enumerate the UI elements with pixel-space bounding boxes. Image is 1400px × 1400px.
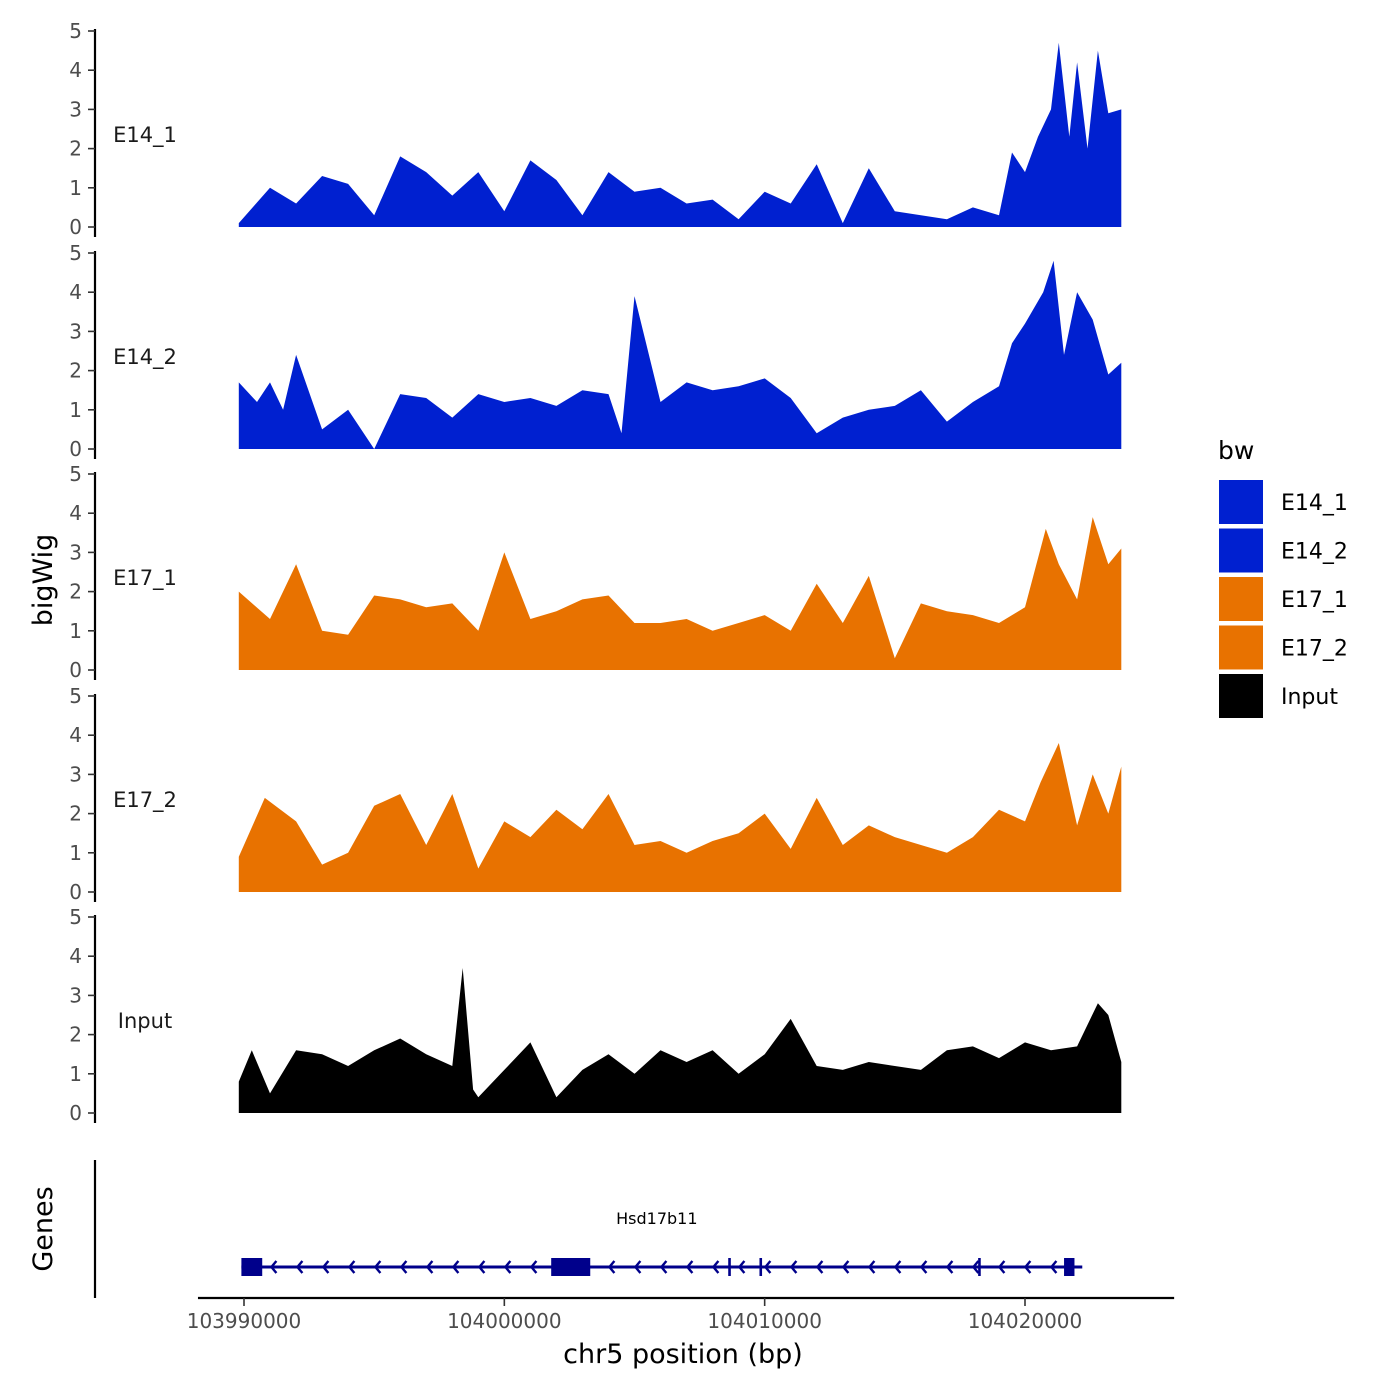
signal-area-e14-2 bbox=[238, 260, 1122, 449]
track-label-e17-1: E17_1 bbox=[113, 566, 177, 591]
strand-arrow bbox=[893, 1260, 902, 1274]
strand-arrow bbox=[1023, 1260, 1032, 1274]
x-tick-label: 104010000 bbox=[707, 1309, 822, 1333]
strand-arrow bbox=[373, 1260, 382, 1274]
exon-block bbox=[241, 1258, 263, 1276]
track-label-e17-2: E17_2 bbox=[113, 788, 177, 813]
strand-arrow bbox=[321, 1260, 330, 1274]
y-tick-label-input: 4 bbox=[69, 944, 82, 968]
gene-name-label: Hsd17b11 bbox=[616, 1209, 697, 1228]
strand-arrow bbox=[789, 1260, 798, 1274]
legend-label-e14-1: E14_1 bbox=[1281, 491, 1348, 516]
exon-block bbox=[728, 1258, 731, 1276]
y-tick-label-e14-2: 0 bbox=[69, 437, 82, 461]
exon-block bbox=[1064, 1258, 1075, 1276]
signal-area-input bbox=[238, 968, 1122, 1113]
strand-arrow bbox=[347, 1260, 356, 1274]
y-tick-label-input: 1 bbox=[69, 1062, 82, 1086]
legend-swatch-e17-2 bbox=[1219, 625, 1263, 670]
legend-swatch-e17-1 bbox=[1219, 577, 1263, 621]
legend-label-e17-1: E17_1 bbox=[1281, 588, 1348, 613]
gene-panel-title: Genes bbox=[28, 1186, 59, 1271]
y-tick-label-input: 5 bbox=[69, 905, 82, 929]
legend-label-e17-2: E17_2 bbox=[1281, 637, 1348, 662]
y-tick-label-e17-1: 4 bbox=[69, 501, 82, 525]
strand-arrow bbox=[737, 1260, 746, 1274]
strand-arrow bbox=[503, 1260, 512, 1274]
legend-swatch-e14-1 bbox=[1219, 480, 1263, 524]
y-tick-label-e14-2: 4 bbox=[69, 280, 82, 304]
track-label-e14-1: E14_1 bbox=[113, 123, 177, 148]
strand-arrow bbox=[997, 1260, 1006, 1274]
y-tick-label-e14-1: 3 bbox=[69, 97, 82, 121]
strand-arrow bbox=[477, 1260, 486, 1274]
y-tick-label-e14-1: 1 bbox=[69, 176, 82, 200]
x-axis-title: chr5 position (bp) bbox=[563, 1339, 803, 1370]
legend-label-e14-2: E14_2 bbox=[1281, 540, 1348, 565]
strand-arrow bbox=[1049, 1260, 1058, 1274]
y-axis-title: bigWig bbox=[28, 534, 59, 627]
y-tick-label-e14-1: 0 bbox=[69, 215, 82, 239]
y-tick-label-e17-1: 5 bbox=[69, 462, 82, 486]
strand-arrow bbox=[945, 1260, 954, 1274]
y-tick-label-e14-2: 5 bbox=[69, 241, 82, 265]
y-tick-label-e17-2: 1 bbox=[69, 841, 82, 865]
strand-arrow bbox=[763, 1260, 772, 1274]
y-tick-label-e17-1: 2 bbox=[69, 580, 82, 604]
strand-arrow bbox=[633, 1260, 642, 1274]
y-tick-label-e17-1: 1 bbox=[69, 619, 82, 643]
track-label-e14-2: E14_2 bbox=[113, 345, 177, 370]
y-tick-label-e14-2: 3 bbox=[69, 319, 82, 343]
y-tick-label-e14-1: 4 bbox=[69, 58, 82, 82]
strand-arrow bbox=[529, 1260, 538, 1274]
y-tick-label-e17-2: 4 bbox=[69, 723, 82, 747]
strand-arrow bbox=[451, 1260, 460, 1274]
x-tick-label: 104000000 bbox=[447, 1309, 562, 1333]
legend-swatch-e14-2 bbox=[1219, 528, 1263, 573]
strand-arrow bbox=[841, 1260, 850, 1274]
y-tick-label-e17-1: 3 bbox=[69, 540, 82, 564]
strand-arrow bbox=[867, 1260, 876, 1274]
x-tick-label: 103990000 bbox=[187, 1309, 302, 1333]
legend-title: bw bbox=[1218, 436, 1254, 465]
strand-arrow bbox=[399, 1260, 408, 1274]
track-label-input: Input bbox=[118, 1009, 172, 1033]
exon-block bbox=[551, 1258, 591, 1276]
y-tick-label-e17-2: 3 bbox=[69, 762, 82, 786]
legend-swatch-input bbox=[1219, 674, 1263, 718]
legend-label-input: Input bbox=[1281, 685, 1338, 710]
signal-area-e14-1 bbox=[238, 42, 1122, 227]
strand-arrow bbox=[815, 1260, 824, 1274]
exon-block bbox=[978, 1258, 981, 1276]
y-tick-label-input: 0 bbox=[69, 1101, 82, 1125]
exon-block bbox=[759, 1258, 763, 1276]
strand-arrow bbox=[659, 1260, 668, 1274]
y-tick-label-e17-1: 0 bbox=[69, 658, 82, 682]
y-tick-label-e17-2: 5 bbox=[69, 684, 82, 708]
signal-area-e17-1 bbox=[238, 517, 1122, 670]
strand-arrow bbox=[607, 1260, 616, 1274]
y-tick-label-e17-2: 0 bbox=[69, 880, 82, 904]
strand-arrow bbox=[971, 1260, 980, 1274]
strand-arrow bbox=[425, 1260, 434, 1274]
signal-area-e17-2 bbox=[238, 743, 1122, 892]
x-tick-label: 104020000 bbox=[968, 1309, 1083, 1333]
y-tick-label-e14-1: 5 bbox=[69, 19, 82, 43]
y-tick-label-e17-2: 2 bbox=[69, 802, 82, 826]
y-tick-label-input: 2 bbox=[69, 1023, 82, 1047]
strand-arrow bbox=[685, 1260, 694, 1274]
y-tick-label-e14-1: 2 bbox=[69, 137, 82, 161]
y-tick-label-e14-2: 2 bbox=[69, 359, 82, 383]
strand-arrow bbox=[711, 1260, 720, 1274]
strand-arrow bbox=[919, 1260, 928, 1274]
strand-arrow bbox=[269, 1260, 278, 1274]
y-tick-label-input: 3 bbox=[69, 983, 82, 1007]
strand-arrow bbox=[295, 1260, 304, 1274]
y-tick-label-e14-2: 1 bbox=[69, 398, 82, 422]
